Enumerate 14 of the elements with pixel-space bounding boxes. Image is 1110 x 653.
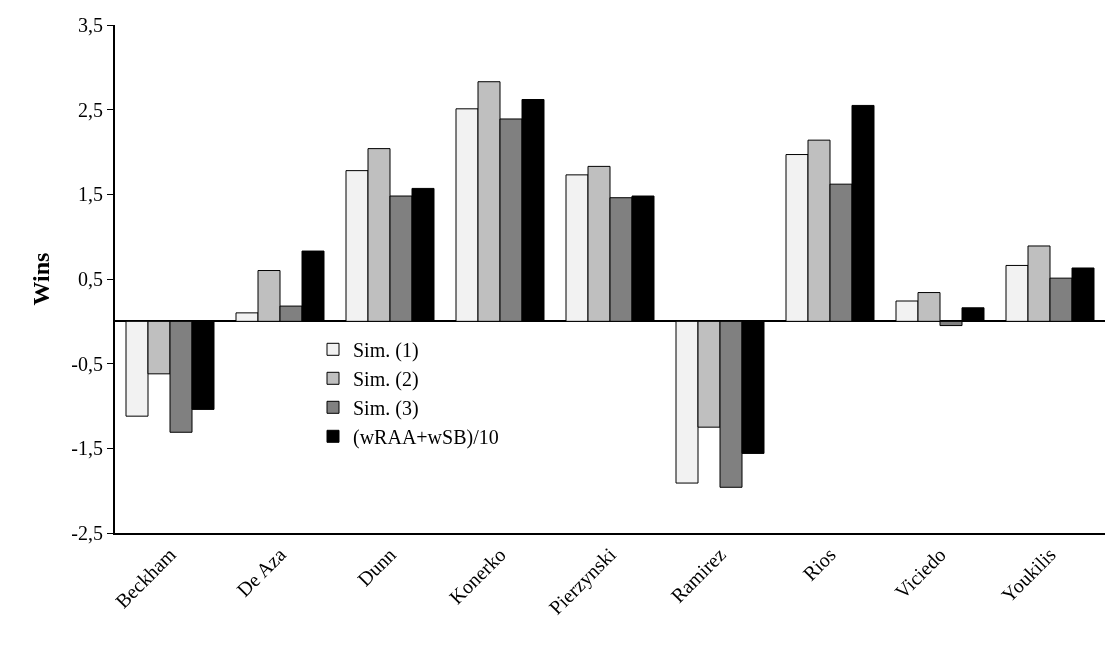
y-tick-label: 0,5 <box>78 268 103 290</box>
legend-label: Sim. (1) <box>353 339 419 363</box>
legend-label: Sim. (3) <box>353 397 419 421</box>
y-tick-label: 2,5 <box>78 98 103 121</box>
y-tick-label: 3,5 <box>78 14 103 36</box>
y-tick-label: 1,5 <box>78 183 103 206</box>
legend-label: Sim. (2) <box>353 368 419 392</box>
y-tick-label: -0,5 <box>71 352 103 375</box>
legend-label: (wRAA+wSB)/10 <box>353 426 499 450</box>
x-tick-label: Rios <box>798 543 841 585</box>
y-tick-label: -2,5 <box>71 522 103 544</box>
y-tick-label: -1,5 <box>71 437 103 460</box>
x-tick-label: De Aza <box>232 543 290 601</box>
y-axis-title: Wins <box>27 252 54 306</box>
